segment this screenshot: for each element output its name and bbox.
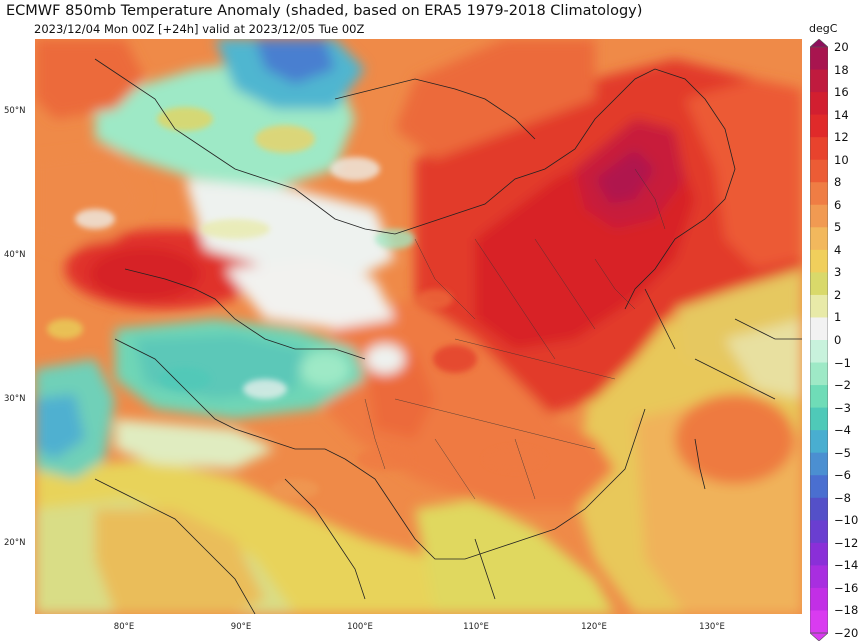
colorbar-tick-label: 10 <box>834 152 849 167</box>
lat-label-50: 50°N <box>4 106 26 116</box>
colorbar-segment <box>810 340 828 364</box>
colorbar-bottom-arrow <box>810 632 828 641</box>
colorbar-segment <box>810 227 828 251</box>
colorbar-segment <box>810 385 828 409</box>
colorbar-segment <box>810 542 828 566</box>
colorbar-tick-label: −16 <box>834 580 859 595</box>
lon-label-90: 90°E <box>230 622 252 632</box>
colorbar-tick-label: 12 <box>834 130 849 145</box>
colorbar-tick-label: 6 <box>834 197 842 212</box>
colorbar-tick-label: −4 <box>834 423 851 438</box>
colorbar <box>810 39 828 641</box>
colorbar-segment <box>810 182 828 206</box>
colorbar-segment <box>810 272 828 296</box>
colorbar-segment <box>810 114 828 138</box>
colorbar-tick-label: 4 <box>834 242 842 257</box>
colorbar-segment <box>810 362 828 386</box>
colorbar-tick-label: 20 <box>834 40 849 54</box>
colorbar-segment <box>810 69 828 93</box>
lat-label-30: 30°N <box>4 394 26 404</box>
lon-label-100: 100°E <box>347 622 373 632</box>
colorbar-tick-label: −20 <box>834 626 859 640</box>
lon-label-120: 120°E <box>581 622 607 632</box>
colorbar-tick-label: −8 <box>834 490 851 505</box>
colorbar-segment <box>810 520 828 544</box>
chart-title: ECMWF 850mb Temperature Anomaly (shaded,… <box>6 3 643 19</box>
colorbar-segment <box>810 137 828 161</box>
lat-label-20: 20°N <box>4 538 26 548</box>
colorbar-tick-label: −10 <box>834 513 859 528</box>
colorbar-top-arrow <box>810 39 828 48</box>
colorbar-segment <box>810 407 828 431</box>
colorbar-segment <box>810 610 828 634</box>
province-borders <box>364 168 666 500</box>
colorbar-tick-label: −2 <box>834 378 851 393</box>
anomaly-map-svg <box>35 39 802 614</box>
colorbar-segment <box>810 249 828 273</box>
colorbar-segment <box>810 452 828 476</box>
colorbar-tick-label: −5 <box>834 445 851 460</box>
colorbar-segment <box>810 430 828 454</box>
colorbar-segment <box>810 475 828 499</box>
colorbar-tick-label: −12 <box>834 535 859 550</box>
colorbar-unit: degC <box>809 22 838 35</box>
colorbar-tick-label: 3 <box>834 265 842 280</box>
colorbar-tick-label: 16 <box>834 85 849 100</box>
colorbar-tick-label: 1 <box>834 310 842 325</box>
colorbar-tick-label: 2 <box>834 287 842 302</box>
lon-label-110: 110°E <box>463 622 489 632</box>
colorbar-segment <box>810 204 828 228</box>
colorbar-segment <box>810 92 828 116</box>
colorbar-tick-label: −3 <box>834 400 851 415</box>
colorbar-tick-label: 18 <box>834 62 849 77</box>
lat-label-40: 40°N <box>4 250 26 260</box>
colorbar-tick-label: −6 <box>834 468 851 483</box>
colorbar-tick-label: −18 <box>834 603 859 618</box>
colorbar-tick-label: 5 <box>834 220 842 235</box>
colorbar-tick-label: 0 <box>834 333 842 347</box>
anomaly-texture <box>47 107 545 499</box>
anomaly-map <box>35 39 802 614</box>
colorbar-segment <box>810 294 828 318</box>
lon-label-80: 80°E <box>113 622 135 632</box>
country-borders <box>94 58 802 614</box>
colorbar-segment <box>810 317 828 341</box>
chart-subtitle: 2023/12/04 Mon 00Z [+24h] valid at 2023/… <box>34 22 365 36</box>
colorbar-segment <box>810 565 828 589</box>
colorbar-tick-label: −1 <box>834 355 851 370</box>
colorbar-tick-label: −14 <box>834 558 859 573</box>
lon-label-130: 130°E <box>699 622 725 632</box>
colorbar-segment <box>810 159 828 183</box>
colorbar-segment <box>810 587 828 611</box>
colorbar-segment <box>810 497 828 521</box>
colorbar-segment <box>810 47 828 71</box>
colorbar-tick-label: 14 <box>834 107 849 122</box>
colorbar-tick-label: 8 <box>834 175 842 190</box>
colorbar-frame <box>810 46 828 634</box>
